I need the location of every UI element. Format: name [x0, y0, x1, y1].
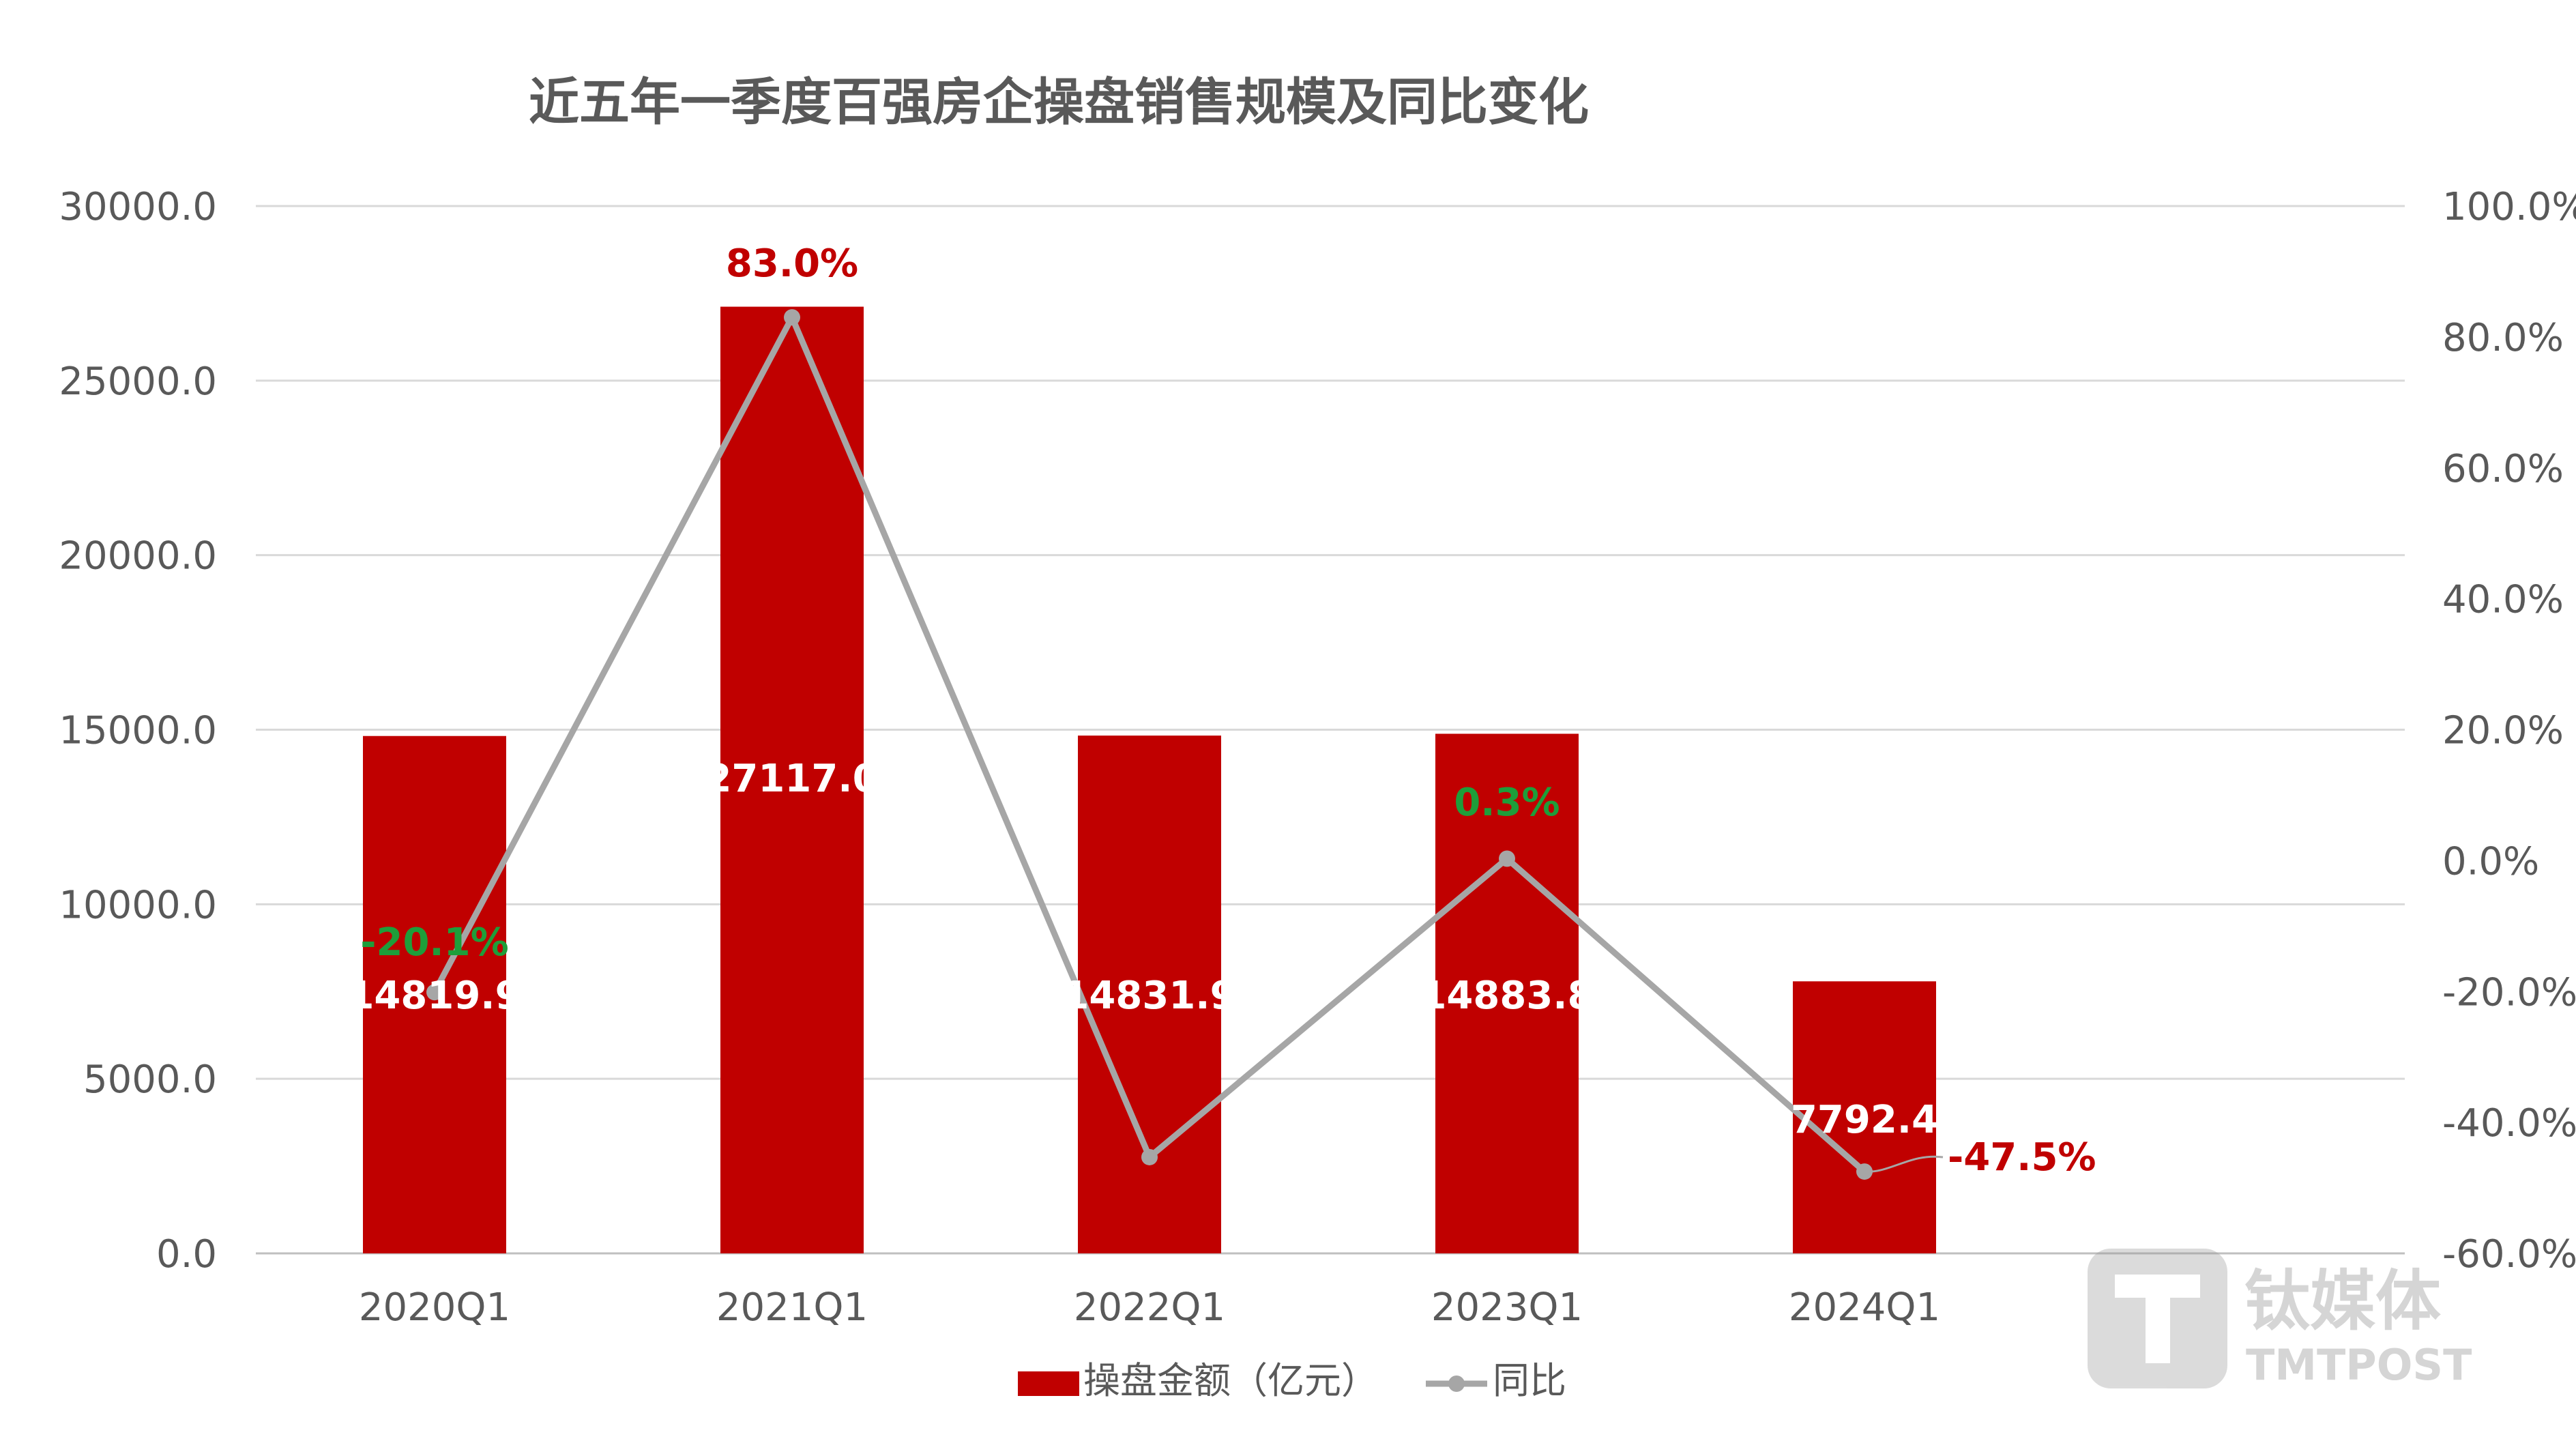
legend-bar-label: 操盘金额（亿元） — [1083, 1359, 1378, 1402]
y-right-tick-label: 60.0% — [2442, 447, 2564, 491]
line-value-label: 83.0% — [726, 242, 858, 286]
x-tick-label: 2020Q1 — [359, 1285, 510, 1330]
x-axis: 2020Q1 2021Q1 2022Q1 2023Q1 2024Q1 — [359, 1285, 1940, 1330]
bar — [1435, 733, 1579, 1253]
y-right-tick-label: 0.0% — [2442, 839, 2539, 884]
chart-title: 近五年一季度百强房企操盘销售规模及同比变化 — [529, 73, 1589, 132]
right-y-axis: -60.0% -40.0% -20.0% 0.0% 20.0% 40.0% 60.0% 80.… — [2442, 185, 2576, 1277]
y-left-tick-label: 30000.0 — [59, 185, 217, 229]
logo-brand-en: TMTPOST — [2246, 1340, 2472, 1390]
left-y-axis: 0.0 5000.0 10000.0 15000.0 20000.0 25000.0 300… — [59, 185, 217, 1277]
bar-value-label: 14831.9 — [1062, 974, 1236, 1018]
bar-series — [363, 306, 1936, 1254]
tmtpost-logo: 钛媒体 TMTPOST — [2088, 1249, 2472, 1390]
y-right-tick-label: 40.0% — [2442, 578, 2564, 622]
legend-line-marker — [1448, 1376, 1465, 1392]
x-tick-label: 2022Q1 — [1074, 1285, 1225, 1330]
logo-brand-cn: 钛媒体 — [2244, 1263, 2441, 1339]
logo-t-top — [2115, 1275, 2200, 1298]
logo-t-stem — [2146, 1275, 2170, 1363]
bar-value-label: 14819.9 — [347, 974, 521, 1018]
y-left-tick-label: 10000.0 — [59, 883, 217, 927]
bar-value-label: 7792.4 — [1791, 1098, 1938, 1142]
data-labels: 14819.9 27117.0 14831.9 14883.8 7792.4 -20.1%… — [347, 242, 2096, 1180]
bar — [720, 306, 864, 1254]
x-tick-label: 2021Q1 — [716, 1285, 868, 1330]
line-point — [1499, 850, 1515, 867]
line-value-label: -20.1% — [360, 920, 509, 965]
legend: 操盘金额（亿元） 同比 — [1018, 1359, 1566, 1402]
bar — [1793, 981, 1936, 1253]
gridlines — [256, 205, 2405, 1255]
y-right-tick-label: -20.0% — [2442, 970, 2576, 1015]
y-right-tick-label: -40.0% — [2442, 1101, 2576, 1146]
logo-badge — [2088, 1249, 2227, 1388]
line-point — [784, 309, 800, 326]
y-right-tick-label: -60.0% — [2442, 1232, 2576, 1277]
y-left-tick-label: 20000.0 — [59, 534, 217, 579]
legend-line-label: 同比 — [1493, 1359, 1566, 1402]
y-right-tick-label: 100.0% — [2442, 185, 2576, 229]
x-tick-label: 2023Q1 — [1431, 1285, 1583, 1330]
y-right-tick-label: 20.0% — [2442, 709, 2564, 753]
y-left-tick-label: 0.0 — [156, 1232, 217, 1277]
bar — [1078, 736, 1221, 1253]
legend-bar-swatch — [1018, 1371, 1079, 1396]
y-left-tick-label: 25000.0 — [59, 360, 217, 404]
line-point — [426, 984, 443, 1001]
line-value-label: 0.3% — [1454, 781, 1560, 825]
leader-line — [1864, 1155, 1944, 1173]
y-right-tick-label: 80.0% — [2442, 316, 2564, 360]
line-series — [426, 309, 1873, 1180]
line-point — [1141, 1148, 1158, 1165]
y-left-tick-label: 15000.0 — [59, 709, 217, 753]
bar-value-label: 27117.0 — [705, 757, 879, 801]
x-tick-label: 2024Q1 — [1789, 1285, 1940, 1330]
bar-value-label: 14883.8 — [1420, 974, 1594, 1018]
line-value-label: -47.5% — [1948, 1135, 2096, 1180]
y-left-tick-label: 5000.0 — [83, 1058, 217, 1102]
